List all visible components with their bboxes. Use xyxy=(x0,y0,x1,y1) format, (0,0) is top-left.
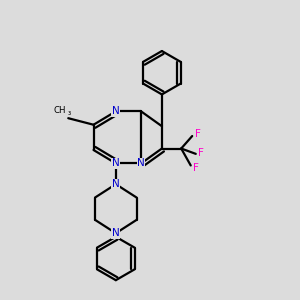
Text: N: N xyxy=(112,106,120,116)
Text: N: N xyxy=(112,228,120,238)
Text: N: N xyxy=(112,179,120,189)
Text: N: N xyxy=(137,158,145,168)
Text: F: F xyxy=(198,148,204,158)
Text: N: N xyxy=(112,158,120,168)
Text: F: F xyxy=(195,129,200,139)
Text: F: F xyxy=(193,163,199,173)
Text: ₃: ₃ xyxy=(68,108,71,117)
Text: CH: CH xyxy=(53,106,66,115)
